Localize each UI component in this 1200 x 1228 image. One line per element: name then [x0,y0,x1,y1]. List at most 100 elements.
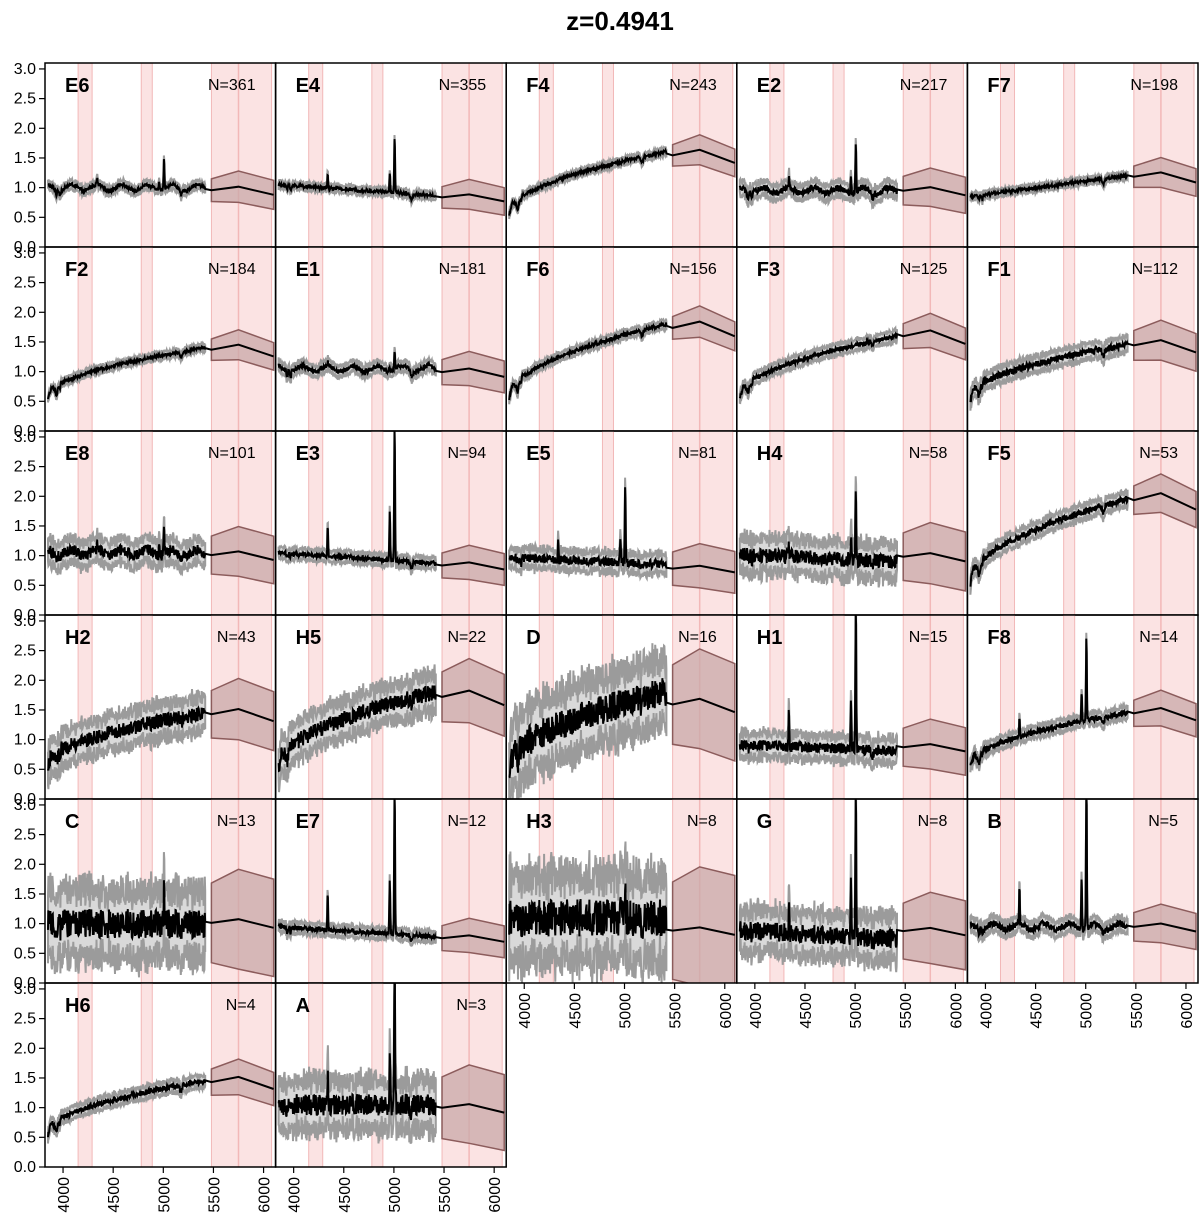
shaded-band [832,431,845,615]
spectrum-line [47,159,274,200]
y-tick-label: 0.0 [14,607,36,624]
tail-envelope [671,866,736,983]
shaded-band [1063,615,1076,799]
x-tick-label: 6000 [948,993,965,1029]
shaded-band [77,247,93,431]
y-tick-label: 0.5 [14,1129,36,1146]
panel-label: E8 [65,443,89,465]
y-tick-label: 2.0 [14,304,36,321]
spectrum-line [47,526,274,563]
x-tick-label: 4500 [1029,993,1046,1029]
y-tick-label: 2.0 [14,856,36,873]
spectrum-line [969,638,1197,766]
sample-count: N=198 [1130,77,1178,94]
panel-label: F5 [987,443,1010,465]
spectrum-line [277,983,505,1121]
y-tick-label: 0.5 [14,945,36,962]
tail-envelope [902,521,967,592]
error-envelope [277,134,437,209]
shaded-band [999,63,1016,247]
tail-envelope [210,677,275,752]
x-tick-label: 6000 [487,1177,504,1213]
panel-E8: E8 N=101 0.0 0.5 1.0 1.5 2.0 2.5 3.0 [14,429,277,624]
tail-envelope [902,718,967,777]
tail-envelope [671,305,736,352]
sample-count: N=5 [1148,813,1178,830]
y-tick-label: 2.5 [14,91,36,108]
tail-envelope [441,917,505,959]
sample-count: N=361 [208,77,256,94]
sample-count: N=81 [678,445,717,462]
y-tick-label: 2.0 [14,672,36,689]
y-tick-label: 1.0 [14,364,36,381]
spectrum-line [738,615,966,761]
shaded-band [308,63,324,247]
tail-envelope [210,1058,275,1107]
sample-count: N=355 [439,77,487,94]
panel-label: E5 [526,443,550,465]
spectrum-line [508,678,736,779]
panel-F1: F1 N=112 [966,246,1199,432]
panel-label: E7 [296,811,320,833]
x-tick-label: 4500 [798,993,815,1029]
y-tick-label: 1.5 [14,150,36,167]
tail-envelope [671,648,736,762]
y-tick-label: 2.5 [14,643,36,660]
spectrum-line [47,1075,274,1138]
panel-E7: E7 N=12 [274,798,507,984]
y-tick-label: 0.0 [14,1159,36,1176]
spectrum-line [508,487,735,574]
shaded-band [210,63,273,247]
y-tick-label: 2.0 [14,120,36,137]
tail-envelope [210,329,275,372]
sample-count: N=58 [909,445,948,462]
sample-count: N=15 [909,629,948,646]
panel-E6: E6 N=361 0.0 0.5 1.0 1.5 2.0 2.5 3.0 [14,61,277,256]
y-tick-label: 1.0 [14,732,36,749]
panel-label: E6 [65,75,89,97]
shaded-band [999,615,1016,799]
y-tick-label: 1.0 [14,548,36,565]
y-tick-label: 0.0 [14,239,36,256]
tail-envelope [1133,473,1197,529]
panel-F7: F7 N=198 [966,62,1199,248]
shaded-band [371,247,384,431]
x-tick-label: 5000 [1079,993,1096,1029]
y-tick-label: 1.5 [14,334,36,351]
panel-label: E1 [296,259,320,281]
panel-H1: H1 N=15 [736,614,969,800]
shaded-band [140,431,153,615]
tail-envelope [441,657,505,738]
panel-label: D [526,627,540,649]
spectrum-line [969,799,1197,939]
x-tick-label: 4500 [337,1177,354,1213]
tail-envelope [210,525,275,585]
panel-label: F4 [526,75,550,97]
sample-count: N=4 [226,997,256,1014]
sample-count: N=112 [1132,261,1179,278]
shaded-band [999,247,1016,431]
spectrum-line [47,705,274,771]
x-tick-label: 5000 [848,993,865,1029]
shaded-band [371,799,384,983]
tail-envelope [1133,156,1197,198]
shaded-band [1063,247,1076,431]
tail-envelope [1133,689,1197,738]
panel-frame [274,982,507,1168]
panel-label: H1 [757,627,783,649]
spectrum-line [738,329,966,399]
shaded-band [441,431,503,615]
y-tick-label: 2.0 [14,1040,36,1057]
panel-F2: F2 N=184 0.0 0.5 1.0 1.5 2.0 2.5 3.0 [14,245,277,440]
x-tick-label: 4000 [748,993,765,1029]
shaded-band [371,431,384,615]
panel-A: A N=3 4000 4500 5000 5500 6000 [274,982,507,1213]
tail-envelope [902,167,967,215]
error-envelope [969,488,1129,595]
tail-envelope [902,891,967,971]
y-tick-label: 3.0 [14,797,36,814]
panel-label: H5 [296,627,322,649]
spectrum-line [969,339,1197,403]
x-tick-label: 5500 [1129,993,1146,1029]
